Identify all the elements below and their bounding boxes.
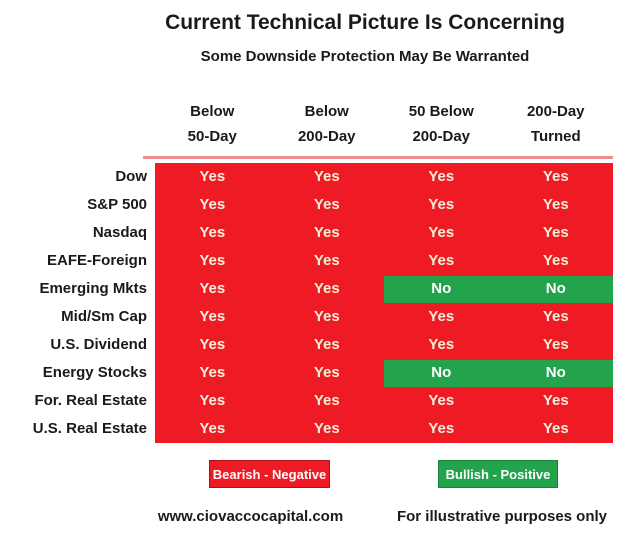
table-cell: Yes xyxy=(313,420,340,437)
table-row: Yes Yes Yes Yes xyxy=(155,415,613,443)
table-cell: Yes xyxy=(199,308,226,325)
table-cell: Yes xyxy=(428,196,455,213)
table-cell: Yes xyxy=(542,224,569,241)
table-cell: Yes xyxy=(199,336,226,353)
table-cell: Yes xyxy=(199,420,226,437)
table-cell: Yes xyxy=(428,224,455,241)
table-cell: Yes xyxy=(428,308,455,325)
website-text: www.ciovaccocapital.com xyxy=(157,508,344,525)
table-cell: Yes xyxy=(542,392,569,409)
table-top-border xyxy=(143,156,613,159)
row-label: Emerging Mkts xyxy=(39,280,147,297)
table-cell: No xyxy=(498,275,613,303)
row-label: U.S. Dividend xyxy=(50,336,147,353)
column-header: Below 50-Day xyxy=(187,103,237,145)
table-cell: Yes xyxy=(542,308,569,325)
table-cell: Yes xyxy=(199,364,226,381)
table-cell: Yes xyxy=(313,392,340,409)
table-row: Yes Yes Yes Yes xyxy=(155,331,613,359)
disclaimer-text: For illustrative purposes only xyxy=(396,508,608,525)
legend-bearish-badge: Bearish - Negative xyxy=(209,460,330,488)
table-cell: Yes xyxy=(313,308,340,325)
row-label: U.S. Real Estate xyxy=(32,420,147,437)
table-cell: No xyxy=(384,275,499,303)
signal-table: Yes Yes Yes Yes Yes Yes Yes Yes Yes Yes Yes Yes Yes Y… xyxy=(155,163,613,443)
table-cell: Yes xyxy=(199,224,226,241)
table-cell: Yes xyxy=(428,168,455,185)
table-cell: Yes xyxy=(542,252,569,269)
table-row: Yes Yes Yes Yes xyxy=(155,191,613,219)
table-row: Yes Yes Yes Yes xyxy=(155,387,613,415)
table-cell: Yes xyxy=(313,196,340,213)
table-cell: No xyxy=(498,359,613,387)
row-label: S&P 500 xyxy=(87,196,147,213)
table-cell: Yes xyxy=(313,168,340,185)
column-header: Below 200-Day xyxy=(297,103,356,145)
table-cell: Yes xyxy=(199,196,226,213)
table-cell: Yes xyxy=(542,168,569,185)
table-cell: Yes xyxy=(313,252,340,269)
table-cell: Yes xyxy=(428,252,455,269)
table-cell: Yes xyxy=(542,336,569,353)
table-cell: Yes xyxy=(313,280,340,297)
row-label: EAFE-Foreign xyxy=(47,252,147,269)
table-cell: Yes xyxy=(313,224,340,241)
column-header: 50 Below 200-Day xyxy=(408,103,474,145)
table-cell: Yes xyxy=(542,196,569,213)
column-header: 200-Day Turned xyxy=(526,103,585,145)
row-label: Energy Stocks xyxy=(42,364,147,381)
row-label: Dow xyxy=(115,168,147,185)
page-title: Current Technical Picture Is Concerning xyxy=(165,11,565,34)
table-row: Yes Yes Yes Yes xyxy=(155,219,613,247)
table-cell: Yes xyxy=(428,336,455,353)
table-cell: Yes xyxy=(428,420,455,437)
legend-bullish-badge: Bullish - Positive xyxy=(438,460,558,488)
table-row: Yes Yes Yes Yes xyxy=(155,163,613,191)
page-subtitle: Some Downside Protection May Be Warrante… xyxy=(200,48,530,65)
table-cell: No xyxy=(384,359,499,387)
table-row: Yes Yes No No xyxy=(155,275,613,303)
table-cell: Yes xyxy=(199,252,226,269)
legend-bullish-label: Bullish - Positive xyxy=(445,467,551,482)
column-headers: Below 50-Day Below 200-Day 50 Below 200-Day 20… xyxy=(155,99,613,149)
table-cell: Yes xyxy=(542,420,569,437)
table-cell: Yes xyxy=(199,392,226,409)
row-label: For. Real Estate xyxy=(34,392,147,409)
table-cell: Yes xyxy=(313,336,340,353)
row-labels: Dow S&P 500 Nasdaq EAFE-Foreign Emerging Mkt… xyxy=(0,163,147,443)
table-cell: Yes xyxy=(199,168,226,185)
table-cell: Yes xyxy=(428,392,455,409)
table-cell: Yes xyxy=(199,280,226,297)
row-label: Nasdaq xyxy=(92,224,147,241)
table-cell: Yes xyxy=(313,364,340,381)
row-label: Mid/Sm Cap xyxy=(61,308,147,325)
table-row: Yes Yes Yes Yes xyxy=(155,247,613,275)
table-row: Yes Yes Yes Yes xyxy=(155,303,613,331)
legend-bearish-label: Bearish - Negative xyxy=(212,467,327,482)
table-row: Yes Yes No No xyxy=(155,359,613,387)
